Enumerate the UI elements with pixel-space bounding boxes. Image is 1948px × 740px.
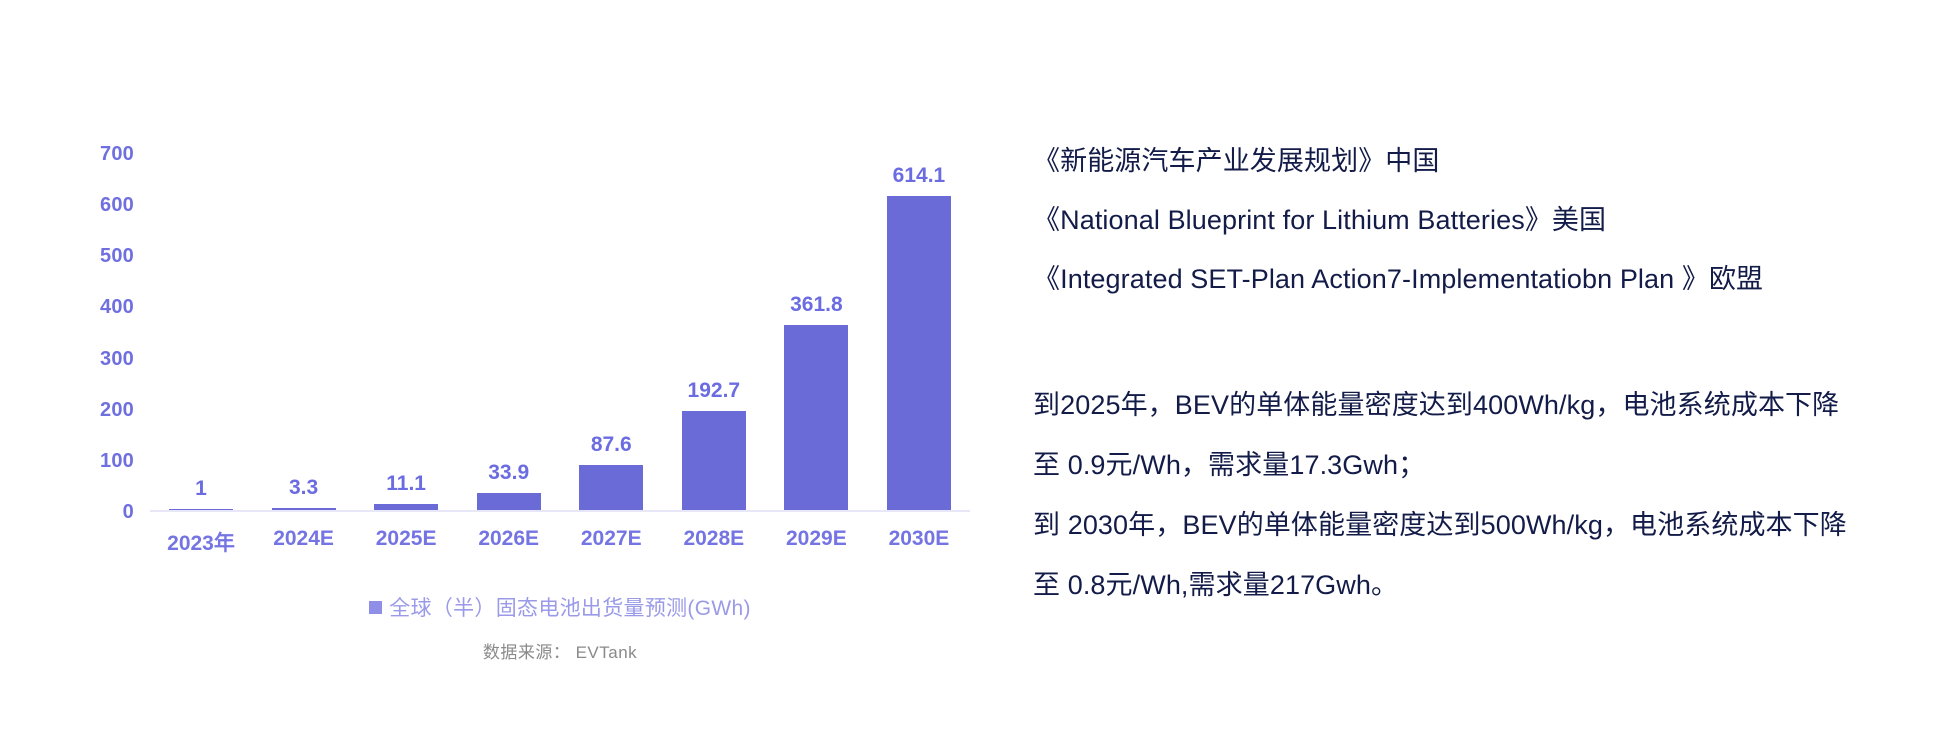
x-axis-tick: 2030E — [888, 527, 950, 550]
x-axis-tick: 2024E — [273, 527, 334, 550]
bar[interactable] — [681, 411, 746, 510]
y-axis: 0 100 200 300 400 500 600 700 — [78, 144, 134, 522]
bar[interactable] — [476, 492, 541, 510]
plot-area: 1 3.3 11.1 33.9 87.6 192.7 361.8 614.1 — [150, 152, 970, 512]
policy-line: 《Integrated SET-Plan Action7-Implementat… — [1033, 264, 1764, 294]
bar-value-label: 33.9 — [488, 460, 530, 484]
bar-value-label: 192.7 — [687, 379, 741, 403]
x-axis-tick: 2025E — [375, 527, 437, 550]
x-axis: 2023年 2024E 2025E 2026E 2027E 2028E 2029E 2030E — [150, 527, 970, 557]
chart-legend: 全球（半）固态电池出货量预测(GWh) — [150, 592, 970, 622]
bar-slot: 614.1 — [868, 152, 970, 510]
policy-document-list: 《新能源汽车产业发展规划》中国《National Blueprint for L… — [1033, 148, 1948, 325]
target-line: 到 2030年，BEV的单体能量密度达到500Wh/kg，电池系统成本下降 — [1033, 510, 1847, 540]
text-panel: 《新能源汽车产业发展规划》中国《National Blueprint for L… — [1033, 0, 1948, 740]
bar[interactable] — [374, 504, 439, 510]
bar-series: 1 3.3 11.1 33.9 87.6 192.7 361.8 614.1 — [150, 152, 970, 510]
axis-baseline — [150, 510, 970, 512]
source-note: 数据来源： EVTank — [482, 643, 638, 662]
bar-slot: 3.3 — [253, 152, 355, 510]
legend-swatch-icon — [369, 600, 383, 614]
x-axis-tick: 2023年 — [167, 532, 235, 555]
x-axis-tick: 2026E — [478, 527, 540, 550]
target-statement-block: 到2025年，BEV的单体能量密度达到400Wh/kg，电池系统成本下降至 0.… — [1033, 392, 1948, 632]
x-axis-tick: 2027E — [580, 527, 642, 550]
bar-slot: 87.6 — [560, 152, 662, 510]
target-line: 到2025年，BEV的单体能量密度达到400Wh/kg，电池系统成本下降 — [1033, 390, 1840, 420]
bar-value-label: 1 — [195, 477, 207, 500]
x-axis-tick: 2029E — [786, 527, 847, 550]
bar-value-label: 3.3 — [288, 476, 319, 500]
policy-line: 《National Blueprint for Lithium Batterie… — [1033, 205, 1607, 235]
bar[interactable] — [579, 465, 644, 510]
y-axis-tick: 600 — [100, 194, 134, 217]
bar[interactable] — [271, 508, 336, 510]
bar-slot: 1 — [150, 152, 252, 510]
target-line: 至 0.9元/Wh，需求量17.3Gwh； — [1033, 450, 1426, 480]
bar-value-label: 361.8 — [790, 292, 843, 316]
y-axis-tick: 100 — [100, 449, 134, 472]
y-axis-tick: 400 — [100, 296, 134, 319]
y-axis-tick: 200 — [100, 398, 134, 421]
bar-value-label: 614.1 — [892, 163, 946, 187]
y-axis-tick: 300 — [100, 347, 134, 370]
bar[interactable] — [784, 324, 849, 510]
x-axis-tick: 2028E — [683, 527, 745, 550]
bar-slot: 11.1 — [355, 152, 457, 510]
bar-slot: 192.7 — [663, 152, 765, 510]
bar-slot: 33.9 — [458, 152, 560, 510]
bar[interactable] — [169, 509, 233, 510]
bar[interactable] — [886, 195, 951, 510]
y-axis-tick: 0 — [122, 501, 134, 523]
y-axis-tick: 500 — [100, 245, 134, 268]
target-line: 至 0.8元/Wh,需求量217Gwh。 — [1033, 570, 1399, 600]
chart-panel: 0 100 200 300 400 500 600 700 1 3.3 11.1 33.9 87.6 1… — [78, 144, 970, 662]
y-axis-tick: 700 — [100, 143, 134, 165]
policy-line: 《新能源汽车产业发展规划》中国 — [1033, 146, 1440, 176]
bar-value-label: 87.6 — [590, 433, 632, 457]
bar-value-label: 11.1 — [386, 472, 426, 496]
legend-label: 全球（半）固态电池出货量预测(GWh) — [389, 597, 751, 620]
bar-slot: 361.8 — [765, 152, 867, 510]
